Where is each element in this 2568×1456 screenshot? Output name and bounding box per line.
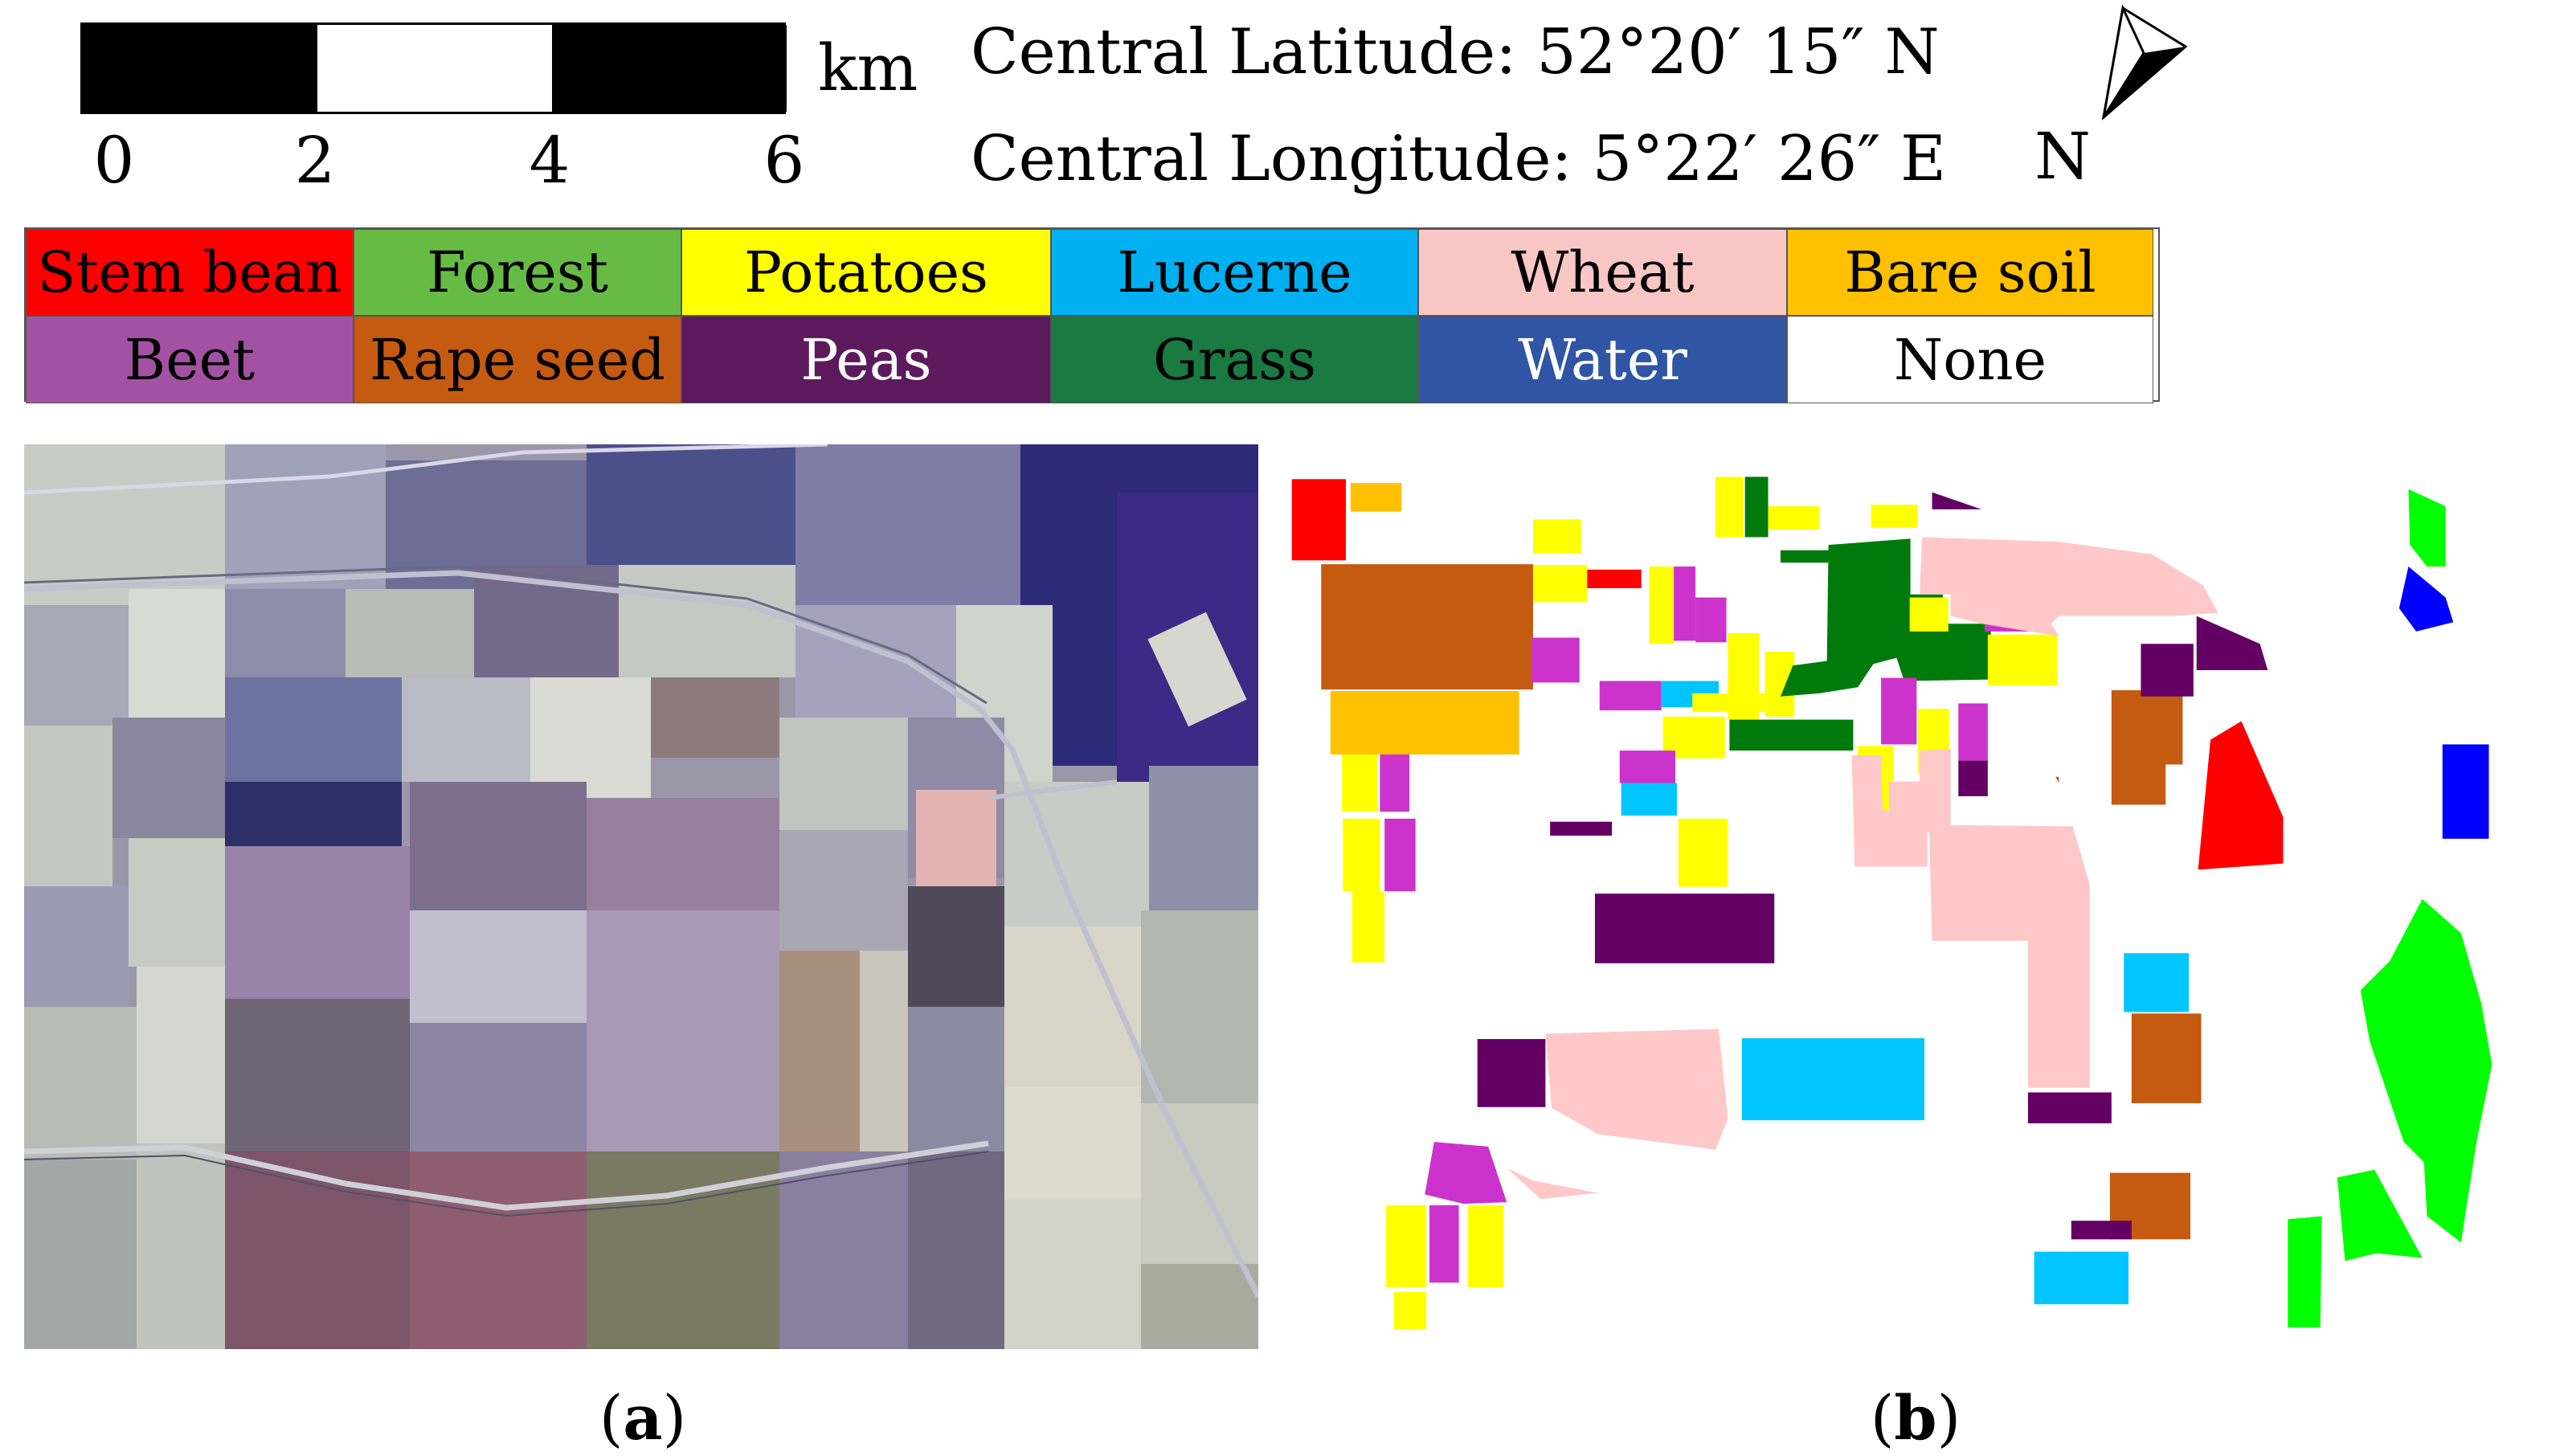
classification-map-panel-b xyxy=(1291,476,2492,1329)
north-arrow-icon xyxy=(2101,5,2188,121)
scale-tick-4: 4 xyxy=(529,123,570,198)
class-legend: Stem bean Forest Potatoes Lucerne Wheat Bare … xyxy=(24,227,2160,403)
scale-tick-0: 0 xyxy=(93,123,135,198)
scale-tick-6: 6 xyxy=(763,123,805,198)
legend-item-stem-bean: Stem bean xyxy=(26,229,354,316)
scale-segment-3 xyxy=(552,25,787,112)
central-latitude: Central Latitude: 52°20′ 15″ N xyxy=(971,16,1940,88)
legend-item-bare-soil: Bare soil xyxy=(1787,229,2153,316)
scale-segment-1 xyxy=(83,25,317,112)
legend-item-rape-seed: Rape seed xyxy=(354,316,681,403)
legend-item-water: Water xyxy=(1418,316,1787,403)
scale-tick-2: 2 xyxy=(294,123,336,198)
caption-b: (b) xyxy=(1870,1382,1961,1454)
legend-item-forest: Forest xyxy=(354,229,681,316)
caption-a: (a) xyxy=(599,1382,687,1454)
scale-bar xyxy=(80,22,787,114)
legend-item-wheat: Wheat xyxy=(1418,229,1787,316)
legend-item-none: None xyxy=(1787,316,2153,403)
legend-item-peas: Peas xyxy=(681,316,1051,403)
sar-image-panel-a xyxy=(24,444,1258,1349)
scale-unit: km xyxy=(818,31,918,105)
legend-item-potatoes: Potatoes xyxy=(681,229,1051,316)
central-longitude: Central Longitude: 5°22′ 26″ E xyxy=(971,123,1947,195)
legend-item-grass: Grass xyxy=(1051,316,1418,403)
legend-item-lucerne: Lucerne xyxy=(1051,229,1418,316)
field-polygons xyxy=(1291,476,2492,1329)
scale-segment-2 xyxy=(317,25,552,112)
north-label: N xyxy=(2034,119,2091,194)
legend-item-beet: Beet xyxy=(26,316,354,403)
